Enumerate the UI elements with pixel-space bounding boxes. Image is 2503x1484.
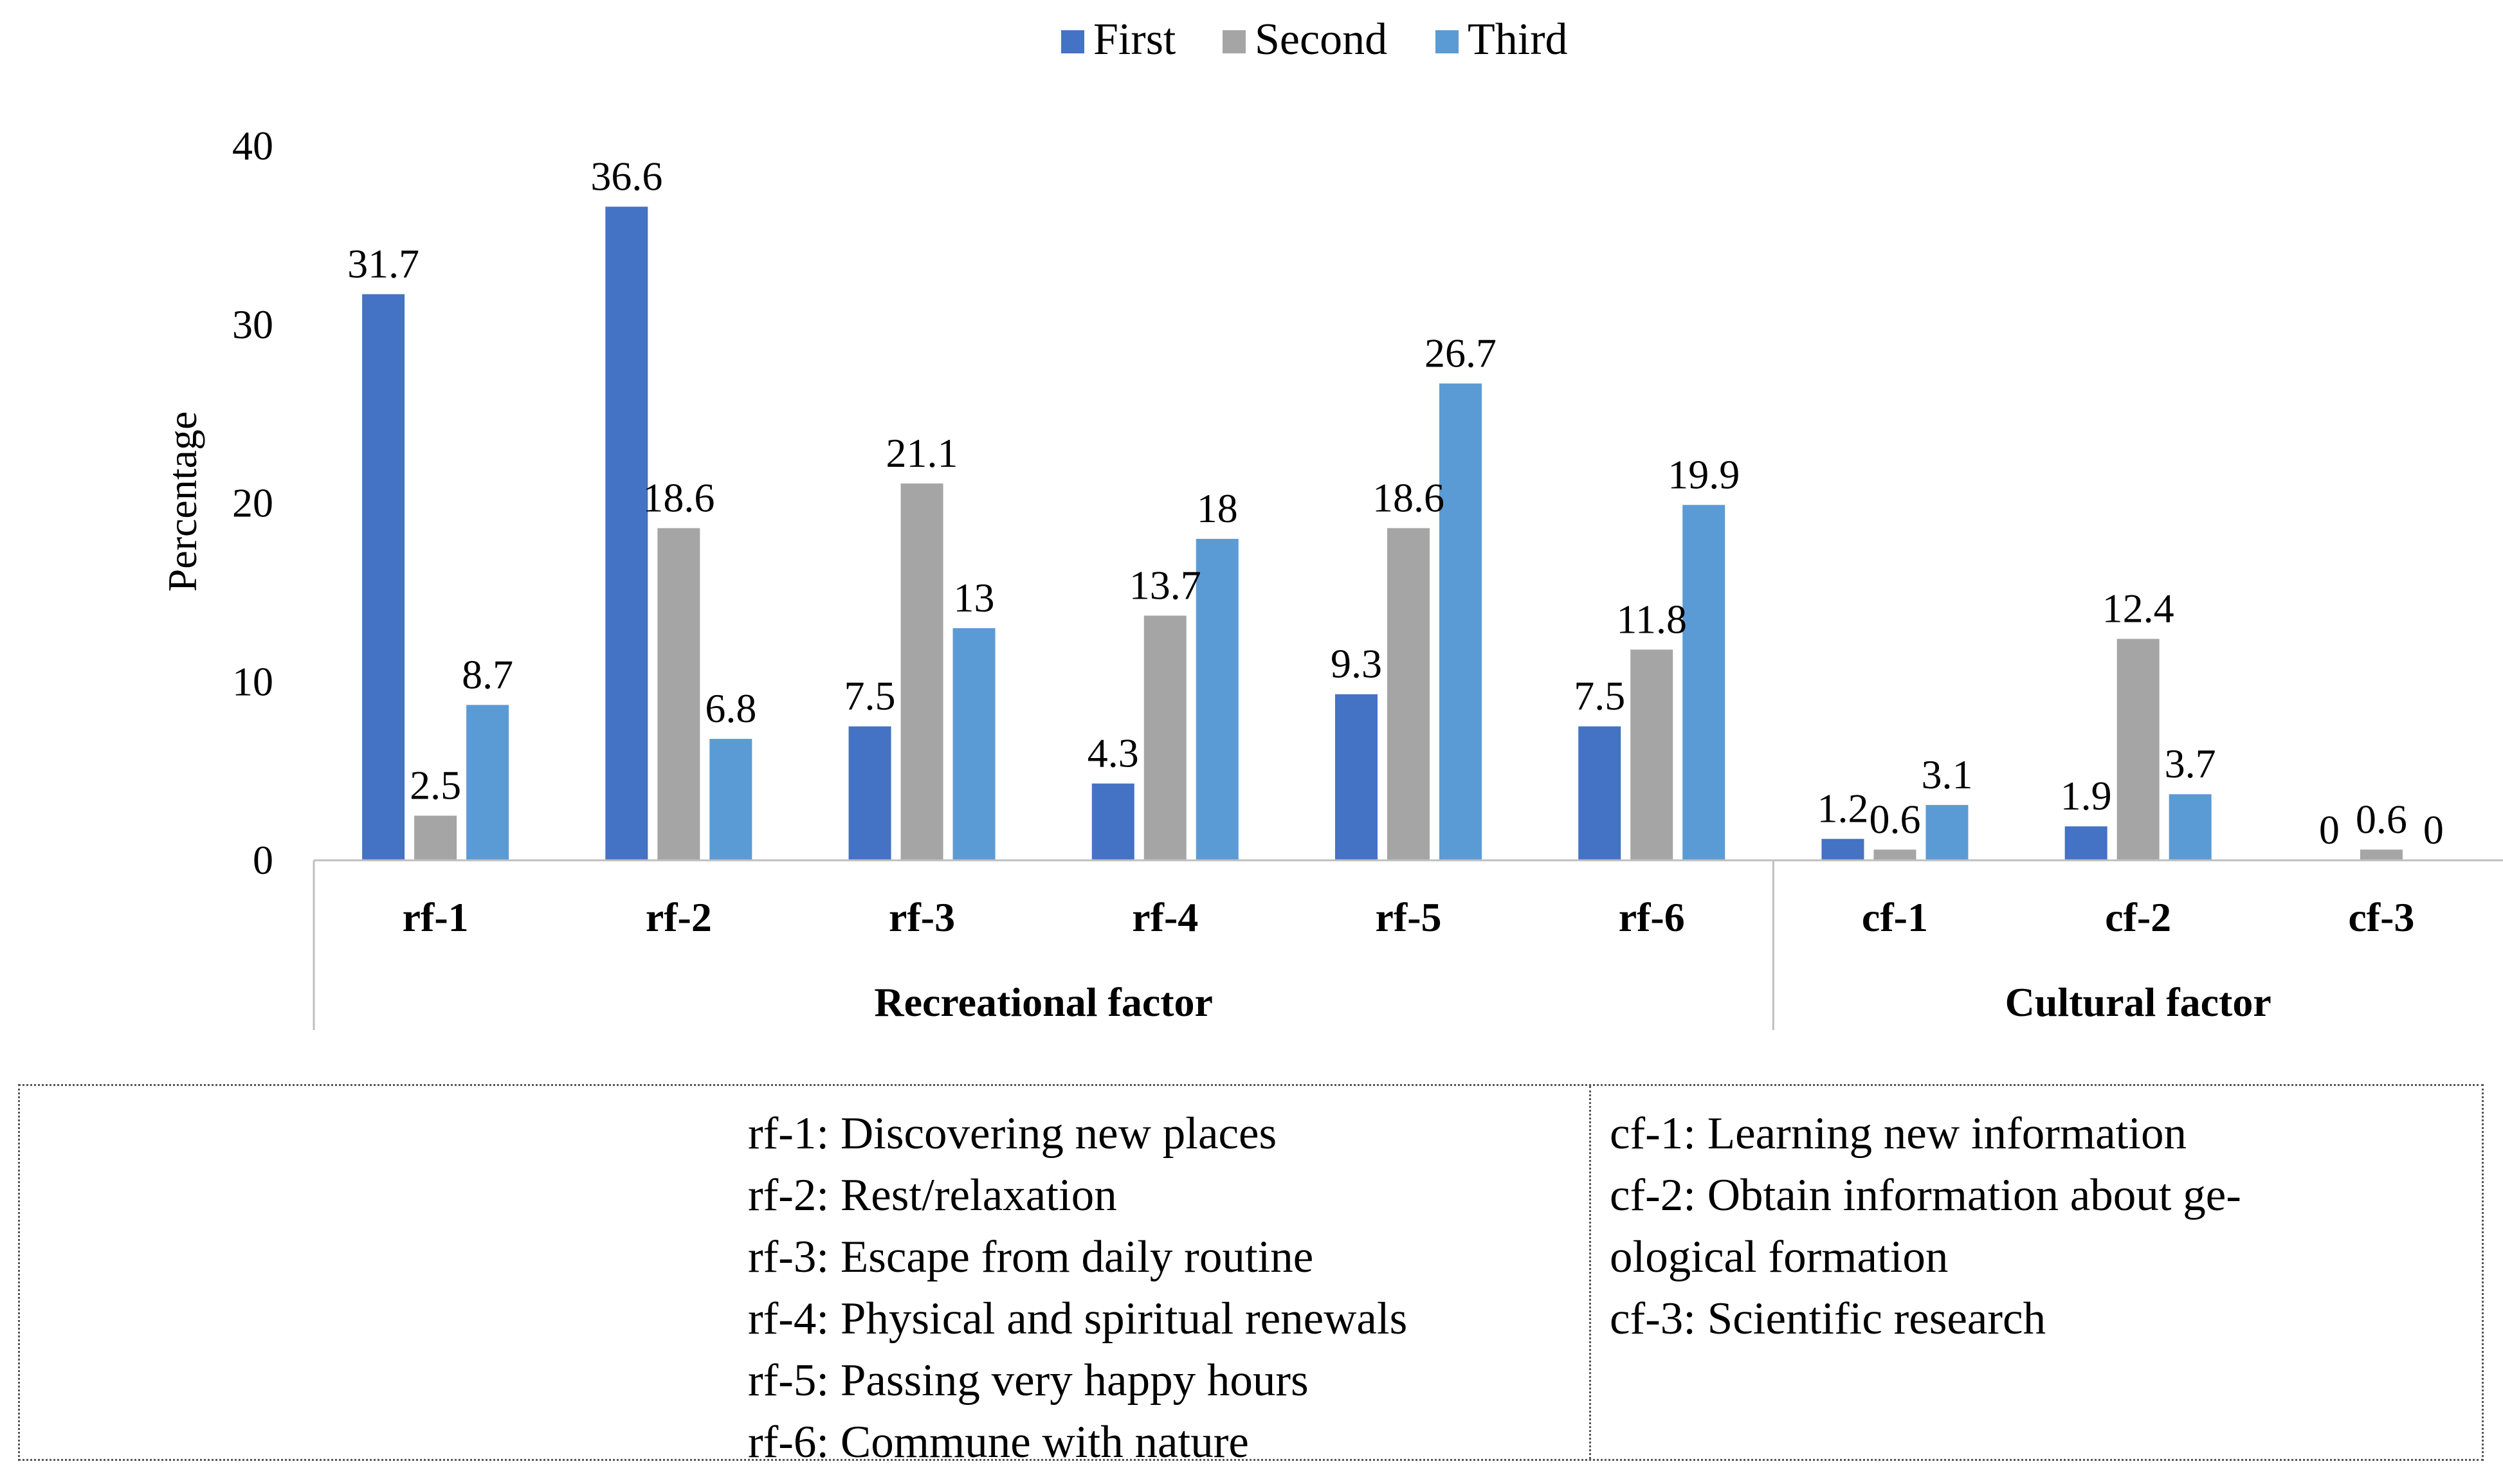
data-label-rf-4-first: 4.3 (1088, 730, 1139, 776)
data-label-rf-6-first: 7.5 (1574, 673, 1625, 719)
bar-rf-1-first (362, 294, 405, 861)
category-label-rf-3: rf-3 (889, 894, 955, 940)
bar-rf-1-second (414, 815, 457, 860)
data-label-rf-5-first: 9.3 (1331, 641, 1382, 687)
data-label-cf-1-first: 1.2 (1817, 786, 1868, 831)
data-label-rf-5-second: 18.6 (1372, 475, 1444, 520)
data-label-cf-3-second: 0.6 (2356, 796, 2407, 842)
category-label-cf-2: cf-2 (2105, 894, 2171, 940)
bar-rf-3-second (900, 483, 943, 860)
y-axis-ticks: 0 10 20 30 40 (232, 123, 273, 883)
note-cf-2: cf-2: Obtain information about ge- (1610, 1170, 2241, 1220)
legend-item-third: Third (1435, 15, 1568, 64)
legend-item-second: Second (1223, 15, 1387, 64)
bar-rf-4-first (1091, 783, 1134, 860)
data-label-rf-6-second: 11.8 (1616, 596, 1687, 642)
bar-rf-6-first (1578, 726, 1621, 860)
bar-rf-3-first (848, 726, 891, 860)
category-label-rf-2: rf-2 (646, 894, 712, 940)
group-label-0: Recreational factor (874, 979, 1213, 1025)
legend-label-first: First (1093, 15, 1176, 64)
legend-swatch-first (1061, 30, 1084, 53)
bar-rf-4-third (1196, 539, 1239, 860)
data-label-rf-1-second: 2.5 (410, 763, 461, 808)
bar-rf-5-first (1335, 694, 1378, 860)
category-label-cf-1: cf-1 (1862, 894, 1928, 940)
category-label-rf-1: rf-1 (403, 894, 469, 940)
bar-chart: First Second Third Percentage 0 10 20 30 40 31… (159, 15, 2503, 1030)
category-axis: rf-1 rf-2 rf-3 rf-4 rf-5 rf-6 cf-1 cf-2 cf-3 Recr… (313, 859, 2503, 1030)
note-rf-4: rf-4: Physical and spiritual renewals (748, 1294, 1408, 1344)
note-cf-1: cf-1: Learning new information (1610, 1108, 2187, 1159)
bar-rf-6-third (1682, 505, 1725, 860)
category-label-rf-6: rf-6 (1619, 894, 1685, 940)
cultural-factor-definitions: cf-1: Learning new information cf-2: Obt… (1610, 1103, 2459, 1350)
legend-swatch-third (1435, 30, 1459, 53)
bar-cf-2-second (2116, 638, 2160, 860)
legend-item-first: First (1061, 15, 1176, 64)
category-label-cf-3: cf-3 (2348, 894, 2414, 940)
data-label-rf-4-third: 18 (1197, 485, 1238, 531)
note-rf-1: rf-1: Discovering new places (748, 1108, 1277, 1159)
legend-label-second: Second (1255, 15, 1387, 64)
bar-cf-2-third (2169, 794, 2212, 860)
bar-cf-1-first (1821, 838, 1864, 860)
data-labels: 31.7 2.5 8.7 36.6 18.6 6.8 7.5 21.1 13 4.3 13.7 18 9… (347, 153, 2444, 853)
group-label-1: Cultural factor (2005, 979, 2271, 1025)
data-label-rf-2-second: 18.6 (642, 475, 714, 520)
bar-rf-5-third (1439, 383, 1482, 860)
legend-label-third: Third (1468, 15, 1568, 64)
bar-rf-1-third (466, 705, 509, 860)
data-label-cf-1-second: 0.6 (1869, 796, 1920, 842)
data-label-rf-4-second: 13.7 (1129, 562, 1201, 608)
data-label-rf-1-first: 31.7 (347, 241, 419, 287)
data-label-cf-1-third: 3.1 (1921, 752, 1972, 797)
bar-cf-1-second (1873, 849, 1916, 860)
data-label-rf-3-second: 21.1 (886, 430, 958, 476)
notes-divider (1589, 1086, 1591, 1459)
bar-cf-2-first (2064, 826, 2107, 860)
note-rf-5: rf-5: Passing very happy hours (748, 1355, 1309, 1406)
bar-rf-2-first (605, 206, 648, 860)
data-label-cf-3-third: 0 (2423, 807, 2444, 853)
data-label-rf-5-third: 26.7 (1424, 330, 1497, 376)
note-cf-2-cont: ological formation (1610, 1232, 1949, 1282)
bar-rf-6-second (1630, 649, 1673, 860)
data-label-rf-3-third: 13 (954, 575, 995, 620)
data-label-rf-3-first: 7.5 (844, 673, 896, 719)
abbreviation-legend-box: rf-1: Discovering new places rf-2: Rest/… (18, 1084, 2484, 1467)
bar-series (362, 206, 2403, 861)
data-label-rf-2-third: 6.8 (705, 685, 756, 731)
y-tick-label: 30 (232, 302, 273, 347)
bar-rf-4-second (1143, 615, 1187, 860)
bar-cf-3-second (2360, 849, 2403, 860)
y-axis-label: Percentage (159, 412, 205, 592)
y-tick-label: 0 (253, 837, 273, 883)
note-cf-3: cf-3: Scientific research (1610, 1294, 2046, 1344)
data-label-cf-2-second: 12.4 (2102, 586, 2174, 631)
recreational-factor-definitions: rf-1: Discovering new places rf-2: Rest/… (748, 1103, 1578, 1473)
note-rf-3: rf-3: Escape from daily routine (748, 1232, 1314, 1282)
bar-rf-3-third (952, 628, 996, 860)
legend-swatch-second (1223, 30, 1246, 53)
y-tick-label: 20 (232, 480, 273, 526)
note-rf-2: rf-2: Rest/relaxation (748, 1170, 1117, 1220)
data-label-rf-6-third: 19.9 (1668, 451, 1740, 497)
bar-rf-5-second (1387, 528, 1430, 860)
data-label-cf-3-first: 0 (2319, 807, 2340, 853)
y-tick-label: 40 (232, 123, 273, 168)
data-label-rf-2-first: 36.6 (590, 153, 662, 199)
data-label-rf-1-third: 8.7 (462, 651, 513, 697)
note-rf-6: rf-6: Commune with nature (748, 1417, 1249, 1467)
bar-cf-1-third (1925, 804, 1969, 860)
bar-rf-2-second (657, 528, 700, 860)
data-label-cf-2-third: 3.7 (2165, 741, 2216, 786)
y-tick-label: 10 (232, 658, 273, 704)
chart-legend: First Second Third (1061, 15, 1568, 64)
bar-rf-2-third (709, 739, 752, 860)
category-label-rf-4: rf-4 (1132, 894, 1198, 940)
category-label-rf-5: rf-5 (1375, 894, 1441, 940)
data-label-cf-2-first: 1.9 (2061, 773, 2112, 819)
